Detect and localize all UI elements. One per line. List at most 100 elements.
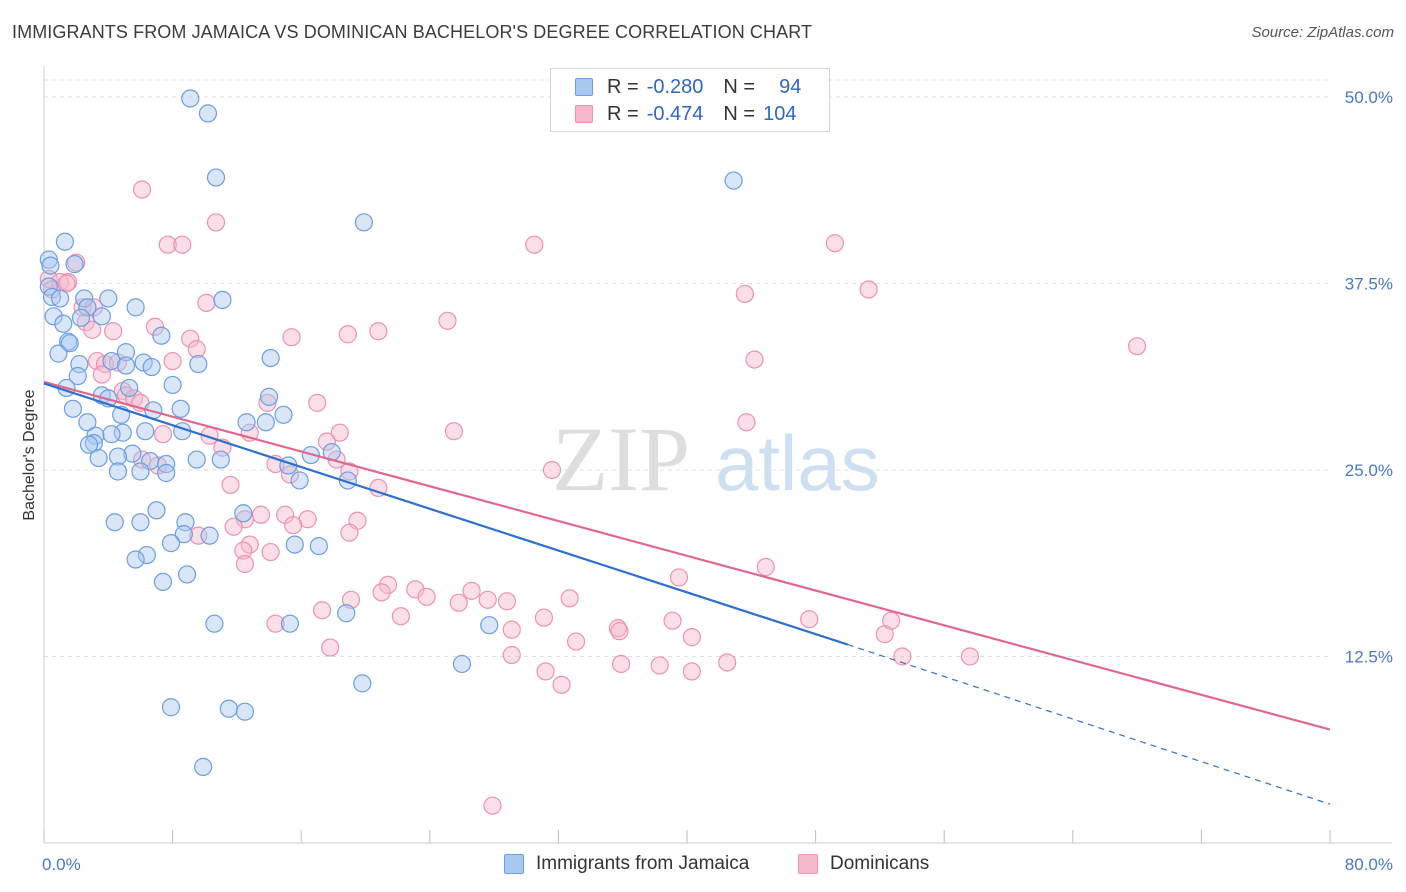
- data-point-jamaica: [55, 232, 74, 251]
- data-point-jamaica: [237, 413, 256, 432]
- data-point-dominican: [560, 589, 579, 608]
- data-point-dominican: [417, 587, 436, 606]
- data-point-jamaica: [102, 351, 121, 371]
- data-point-dominican: [718, 653, 737, 672]
- data-point-jamaica: [44, 307, 63, 326]
- data-point-dominican: [525, 235, 544, 254]
- watermark-atlas: atlas: [715, 419, 880, 507]
- legend-r-label: R =: [607, 75, 639, 98]
- data-point-dominican: [756, 557, 775, 577]
- data-point-dominican: [153, 425, 173, 444]
- data-point-dominican: [258, 393, 277, 412]
- data-point-dominican: [145, 317, 165, 336]
- data-point-jamaica: [39, 277, 58, 296]
- data-point-dominican: [266, 614, 285, 633]
- data-point-jamaica: [54, 314, 73, 333]
- trend-line-jamaica-extension: [847, 643, 1331, 805]
- trend-line-jamaica: [43, 382, 849, 646]
- data-point-dominican: [483, 796, 502, 815]
- data-point-dominican: [608, 619, 627, 638]
- data-point-jamaica: [78, 298, 97, 317]
- data-point-dominican: [187, 340, 206, 359]
- data-point-jamaica: [68, 366, 87, 386]
- data-point-dominican: [181, 329, 200, 348]
- stats-legend: R = -0.280 N = 94 R = -0.474 N = 104: [550, 68, 830, 132]
- data-point-jamaica: [353, 674, 372, 693]
- data-point-dominican: [369, 322, 388, 341]
- data-point-jamaica: [142, 357, 161, 377]
- data-point-jamaica: [187, 450, 206, 469]
- chart-title: IMMIGRANTS FROM JAMAICA VS DOMINICAN BAC…: [12, 22, 813, 42]
- data-point-jamaica: [126, 298, 145, 317]
- data-point-dominican: [308, 393, 327, 412]
- data-point-jamaica: [235, 702, 255, 721]
- data-point-jamaica: [234, 504, 253, 523]
- y-tick-label: 25.0%: [1345, 461, 1393, 480]
- y-axis-label: Bachelor's Degree: [21, 389, 38, 520]
- data-point-dominican: [859, 280, 878, 299]
- data-point-dominican: [92, 365, 111, 384]
- data-point-dominican: [321, 638, 340, 657]
- trend-lines: [43, 380, 1331, 805]
- data-point-jamaica: [161, 534, 181, 553]
- data-point-jamaica: [65, 255, 84, 274]
- data-point-jamaica: [280, 614, 300, 633]
- data-point-dominican: [825, 234, 844, 253]
- data-point-jamaica: [120, 378, 139, 398]
- data-point-dominican: [462, 581, 481, 600]
- data-point-dominican: [330, 423, 349, 442]
- legend-r-value: -0.280: [646, 75, 704, 98]
- data-point-dominican: [158, 235, 177, 254]
- data-point-dominican: [735, 284, 754, 304]
- data-point-jamaica: [153, 572, 173, 592]
- data-point-jamaica: [116, 356, 136, 375]
- legend-n-label: N =: [723, 75, 756, 98]
- data-point-jamaica: [50, 289, 70, 308]
- data-point-dominican: [391, 607, 410, 626]
- data-point-dominican: [206, 213, 226, 232]
- data-point-dominican: [611, 654, 631, 674]
- data-point-jamaica: [126, 550, 145, 569]
- data-point-dominican: [875, 625, 894, 644]
- data-point-jamaica: [256, 413, 275, 432]
- data-point-dominican: [132, 180, 152, 199]
- data-point-jamaica: [206, 168, 226, 187]
- data-point-dominican: [163, 351, 182, 371]
- bottom-legend-label-dominican: Dominicans: [830, 853, 930, 874]
- data-point-jamaica: [261, 349, 280, 368]
- data-point-dominican: [261, 542, 280, 562]
- data-point-jamaica: [99, 289, 118, 308]
- data-point-dominican: [197, 293, 216, 312]
- data-point-dominican: [1127, 337, 1147, 356]
- data-point-dominican: [284, 516, 303, 535]
- legend-n-value: 94: [779, 75, 802, 98]
- data-point-dominican: [338, 325, 357, 344]
- x-tick-label: 0.0%: [42, 855, 81, 874]
- bottom-legend-swatch-dominican: [798, 854, 818, 874]
- data-point-dominican: [224, 517, 243, 536]
- legend-swatch-dominican: [575, 105, 593, 123]
- data-point-jamaica: [205, 614, 224, 633]
- data-point-dominican: [610, 622, 629, 641]
- data-point-jamaica: [171, 399, 190, 418]
- data-point-dominican: [478, 590, 497, 609]
- data-point-jamaica: [131, 513, 150, 532]
- legend-swatch-jamaica: [575, 78, 593, 96]
- data-point-dominican: [534, 608, 554, 627]
- data-point-jamaica: [41, 256, 60, 275]
- data-point-dominican: [340, 523, 359, 542]
- data-point-jamaica: [211, 450, 230, 469]
- data-point-jamaica: [259, 387, 279, 406]
- data-point-dominican: [235, 554, 255, 574]
- data-point-dominican: [39, 269, 58, 289]
- data-point-jamaica: [198, 104, 218, 123]
- data-point-dominican: [669, 568, 689, 587]
- data-point-dominican: [251, 505, 271, 524]
- series-dominicans: [39, 180, 1147, 815]
- gridlines: [44, 79, 1330, 657]
- data-point-jamaica: [102, 425, 121, 444]
- data-point-dominican: [800, 610, 819, 629]
- data-point-dominican: [104, 322, 123, 341]
- y-tick-label: 50.0%: [1345, 88, 1393, 107]
